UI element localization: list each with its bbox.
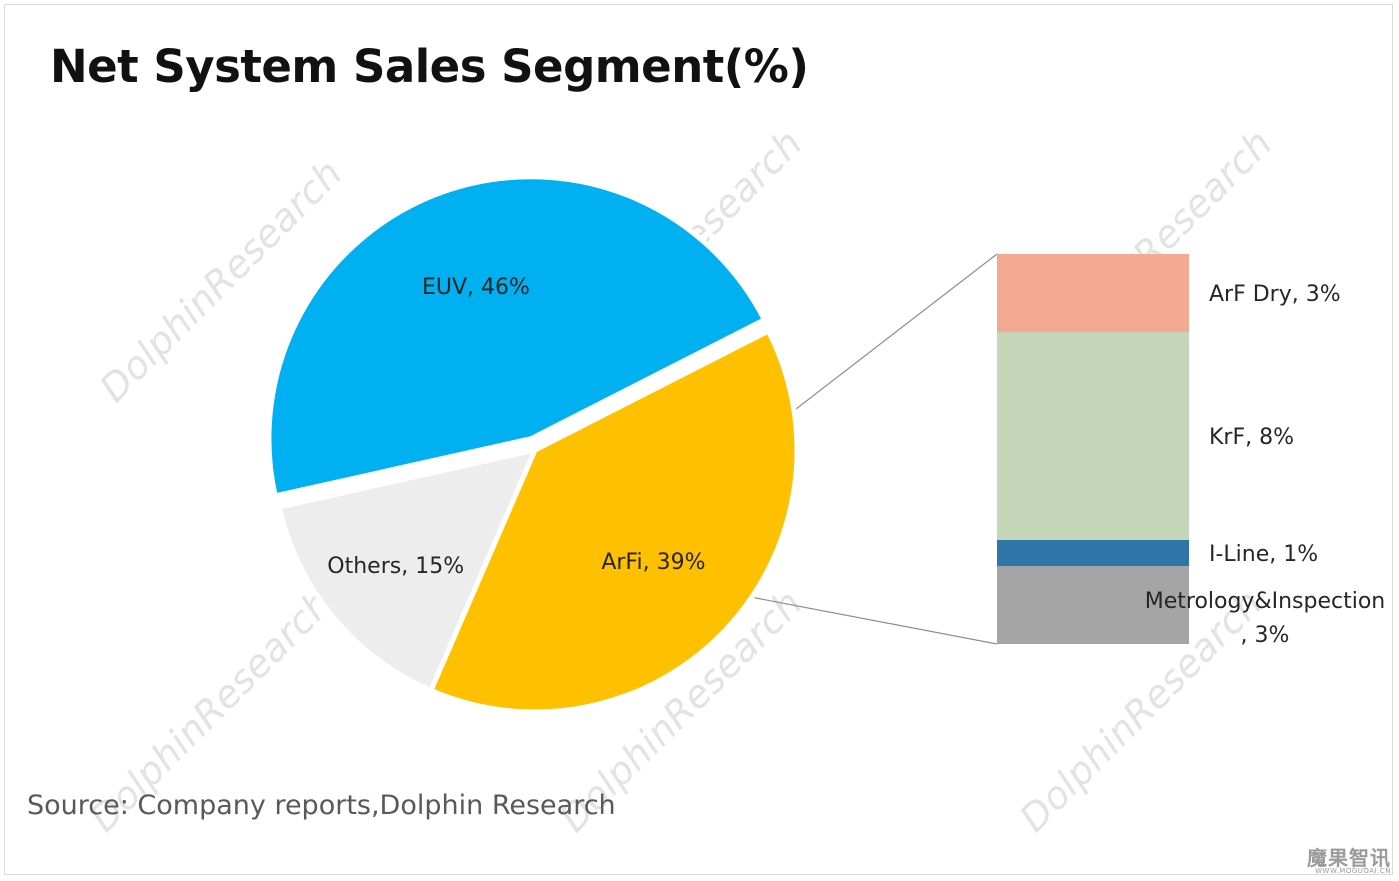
corner-watermark-url: WWW.MOGUOAI.CN [1315, 867, 1391, 875]
corner-watermark: 魔果智讯 WWW.MOGUOAI.CN [1307, 848, 1391, 875]
bar-label-krf: KrF, 8% [1209, 425, 1294, 450]
bar-label-metrology-inspection: Metrology&Inspection, 3% [1145, 589, 1386, 648]
chart-title: Net System Sales Segment(%) [50, 40, 809, 93]
data-label-euv: EUV, 46% [422, 275, 530, 300]
bar-segment-krf [997, 332, 1189, 540]
bar-segment-i-line [997, 540, 1189, 566]
data-label-arfi: ArFi, 39% [601, 550, 705, 575]
data-label-others: Others, 15% [327, 554, 464, 579]
pie-slice-others [276, 446, 540, 694]
data-labels: ArFi, 39% Others, 15% EUV, 46% ArF Dry, 3% K… [327, 275, 1385, 648]
bar-label-i-line: I-Line, 1% [1209, 542, 1318, 567]
source-note: Source: Company reports,Dolphin Research [27, 790, 616, 821]
corner-watermark-title: 魔果智讯 [1307, 846, 1391, 870]
pie-chart [266, 174, 800, 715]
bar-label-arf-dry: ArF Dry, 3% [1209, 282, 1341, 307]
pie-slice-arfi [427, 327, 800, 715]
pie-slice-euv [266, 174, 768, 499]
stacked-bar [997, 254, 1189, 644]
bar-segment-arf-dry [997, 254, 1189, 332]
bar-segment-metrology-inspection [997, 566, 1189, 644]
